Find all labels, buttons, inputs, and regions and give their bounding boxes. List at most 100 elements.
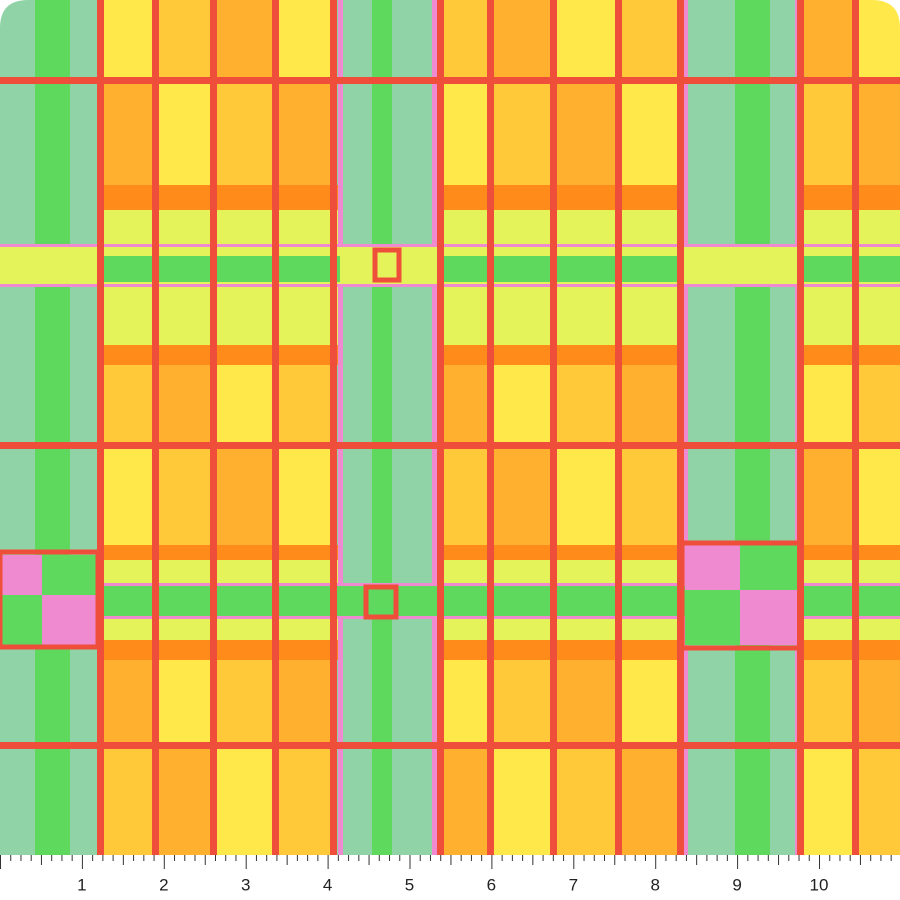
red-line bbox=[677, 0, 684, 860]
block bbox=[855, 365, 900, 445]
pink-line bbox=[683, 0, 688, 860]
red-line bbox=[0, 742, 900, 749]
block bbox=[275, 660, 335, 745]
block bbox=[800, 745, 855, 860]
red-line bbox=[152, 0, 159, 860]
block bbox=[855, 745, 900, 860]
block bbox=[155, 445, 215, 545]
red-line bbox=[0, 442, 900, 449]
block bbox=[104, 445, 155, 545]
pink-line bbox=[0, 244, 900, 247]
check bbox=[0, 555, 42, 595]
ruler-label: 9 bbox=[732, 875, 741, 894]
ruler-strip bbox=[0, 855, 900, 900]
red-line bbox=[437, 0, 444, 860]
block bbox=[490, 365, 555, 445]
green-stripe bbox=[372, 0, 392, 860]
ruler-label: 10 bbox=[810, 875, 829, 894]
band bbox=[797, 615, 900, 640]
block bbox=[855, 445, 900, 545]
block bbox=[215, 660, 275, 745]
red-line bbox=[550, 0, 557, 860]
band bbox=[100, 345, 338, 365]
block bbox=[800, 365, 855, 445]
block bbox=[620, 0, 680, 80]
block bbox=[104, 660, 155, 745]
ruler-label: 6 bbox=[487, 875, 496, 894]
block bbox=[215, 365, 275, 445]
check bbox=[685, 590, 740, 645]
block bbox=[490, 0, 555, 80]
block bbox=[275, 80, 335, 185]
block bbox=[275, 365, 335, 445]
band bbox=[437, 640, 683, 660]
pink-line bbox=[0, 583, 900, 586]
block bbox=[275, 445, 335, 545]
red-line bbox=[97, 0, 104, 860]
check bbox=[42, 595, 97, 645]
band bbox=[100, 210, 338, 245]
band bbox=[100, 285, 338, 345]
block bbox=[440, 80, 490, 185]
block bbox=[800, 660, 855, 745]
band bbox=[0, 256, 100, 282]
band bbox=[437, 185, 683, 210]
red-box bbox=[0, 549, 101, 650]
block bbox=[155, 745, 215, 860]
block bbox=[555, 365, 620, 445]
red-box bbox=[372, 247, 402, 283]
fabric bbox=[0, 0, 900, 860]
band bbox=[797, 210, 900, 245]
ruler-label: 5 bbox=[405, 875, 414, 894]
red-box bbox=[363, 584, 399, 620]
band bbox=[683, 256, 800, 282]
block bbox=[104, 745, 155, 860]
block bbox=[620, 660, 680, 745]
block bbox=[440, 365, 490, 445]
block bbox=[215, 445, 275, 545]
block bbox=[155, 0, 215, 80]
ruler-label: 1 bbox=[77, 875, 86, 894]
band bbox=[797, 545, 900, 560]
band bbox=[100, 640, 338, 660]
block bbox=[555, 745, 620, 860]
block bbox=[275, 745, 335, 860]
check bbox=[740, 545, 798, 590]
block bbox=[620, 365, 680, 445]
band bbox=[100, 545, 338, 560]
block bbox=[855, 80, 900, 185]
band bbox=[437, 615, 683, 640]
block bbox=[155, 660, 215, 745]
block bbox=[490, 660, 555, 745]
block bbox=[800, 0, 855, 80]
band bbox=[437, 545, 683, 560]
ruler-label: 4 bbox=[323, 875, 332, 894]
block bbox=[440, 660, 490, 745]
block bbox=[440, 445, 490, 545]
band bbox=[437, 560, 683, 585]
block bbox=[440, 0, 490, 80]
block bbox=[215, 80, 275, 185]
pink-line bbox=[432, 0, 437, 860]
pink-line bbox=[0, 616, 900, 619]
red-line bbox=[210, 0, 217, 860]
block bbox=[620, 745, 680, 860]
green-stripe bbox=[35, 0, 70, 860]
ruler-label: 7 bbox=[569, 875, 578, 894]
block bbox=[620, 445, 680, 545]
block bbox=[155, 365, 215, 445]
block bbox=[490, 745, 555, 860]
ruler: 1 2 3 4 5 6 7 8 9 10 bbox=[0, 855, 900, 900]
pink-line bbox=[338, 0, 343, 860]
block bbox=[490, 445, 555, 545]
band bbox=[100, 560, 338, 585]
red-box bbox=[679, 540, 803, 651]
ruler-label: 3 bbox=[241, 875, 250, 894]
band bbox=[797, 560, 900, 585]
block bbox=[104, 365, 155, 445]
red-line bbox=[797, 0, 804, 860]
block bbox=[555, 660, 620, 745]
block bbox=[155, 80, 215, 185]
